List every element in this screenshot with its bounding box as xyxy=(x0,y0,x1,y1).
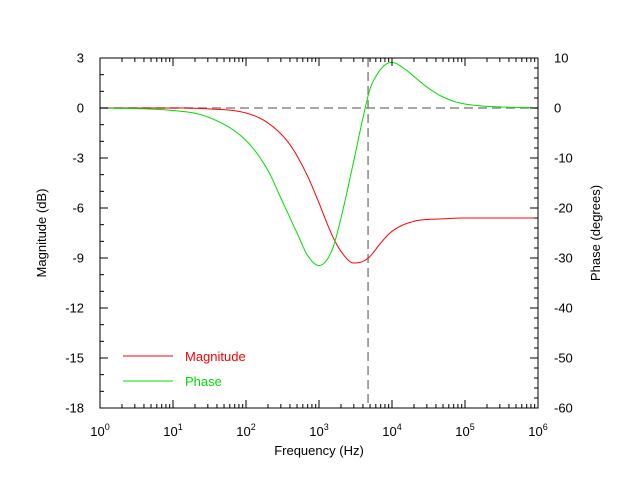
x-tick-exponent: 3 xyxy=(324,422,329,432)
x-tick-label: 102 xyxy=(236,422,255,439)
x-axis-title: Frequency (Hz) xyxy=(274,443,364,458)
x-tick-label: 100 xyxy=(90,422,109,439)
x-tick-exponent: 1 xyxy=(178,422,183,432)
x-tick-base: 10 xyxy=(163,424,177,439)
series-line-magnitude xyxy=(100,107,538,264)
y-tick-label: -3 xyxy=(72,151,84,166)
x-tick-exponent: 2 xyxy=(251,422,256,432)
y-tick-label: -6 xyxy=(72,201,84,216)
x-tick-exponent: 0 xyxy=(105,422,110,432)
y-tick-label: -12 xyxy=(65,301,84,316)
x-tick-label: 101 xyxy=(163,422,182,439)
x-tick-base: 10 xyxy=(455,424,469,439)
y2-tick-label: 0 xyxy=(554,101,561,116)
y-tick-label: 0 xyxy=(77,101,84,116)
x-tick-exponent: 5 xyxy=(470,422,475,432)
x-tick-exponent: 6 xyxy=(543,422,548,432)
legend: Magnitude Phase xyxy=(123,349,246,389)
legend-label-phase: Phase xyxy=(185,374,222,389)
tick-layer: 100 101 102 103 104 105 10630-3-6-9-12-15-1810… xyxy=(65,51,573,440)
y2-axis-title: Phase (degrees) xyxy=(588,185,603,281)
x-tick-label: 106 xyxy=(528,422,547,439)
x-tick-exponent: 4 xyxy=(397,422,402,432)
x-tick-base: 10 xyxy=(90,424,104,439)
x-tick-base: 10 xyxy=(528,424,542,439)
x-tick-base: 10 xyxy=(382,424,396,439)
y2-tick-label: -20 xyxy=(554,201,573,216)
series-line-phase xyxy=(99,62,539,267)
y-tick-label: -18 xyxy=(65,401,84,416)
y-tick-label: -15 xyxy=(65,351,84,366)
y2-tick-label: -60 xyxy=(554,401,573,416)
y-axis-title: Magnitude (dB) xyxy=(34,189,49,278)
legend-label-magnitude: Magnitude xyxy=(185,349,246,364)
x-tick-base: 10 xyxy=(309,424,323,439)
y2-tick-label: -10 xyxy=(554,151,573,166)
y-tick-label: 3 xyxy=(77,51,84,66)
y2-tick-label: -50 xyxy=(554,351,573,366)
y2-tick-label: 10 xyxy=(554,51,568,66)
x-tick-label: 104 xyxy=(382,422,401,439)
x-tick-label: 103 xyxy=(309,422,328,439)
x-tick-label: 105 xyxy=(455,422,474,439)
y2-tick-label: -40 xyxy=(554,301,573,316)
x-tick-base: 10 xyxy=(236,424,250,439)
y2-tick-label: -30 xyxy=(554,251,573,266)
series-layer xyxy=(99,62,539,267)
y-tick-label: -9 xyxy=(72,251,84,266)
